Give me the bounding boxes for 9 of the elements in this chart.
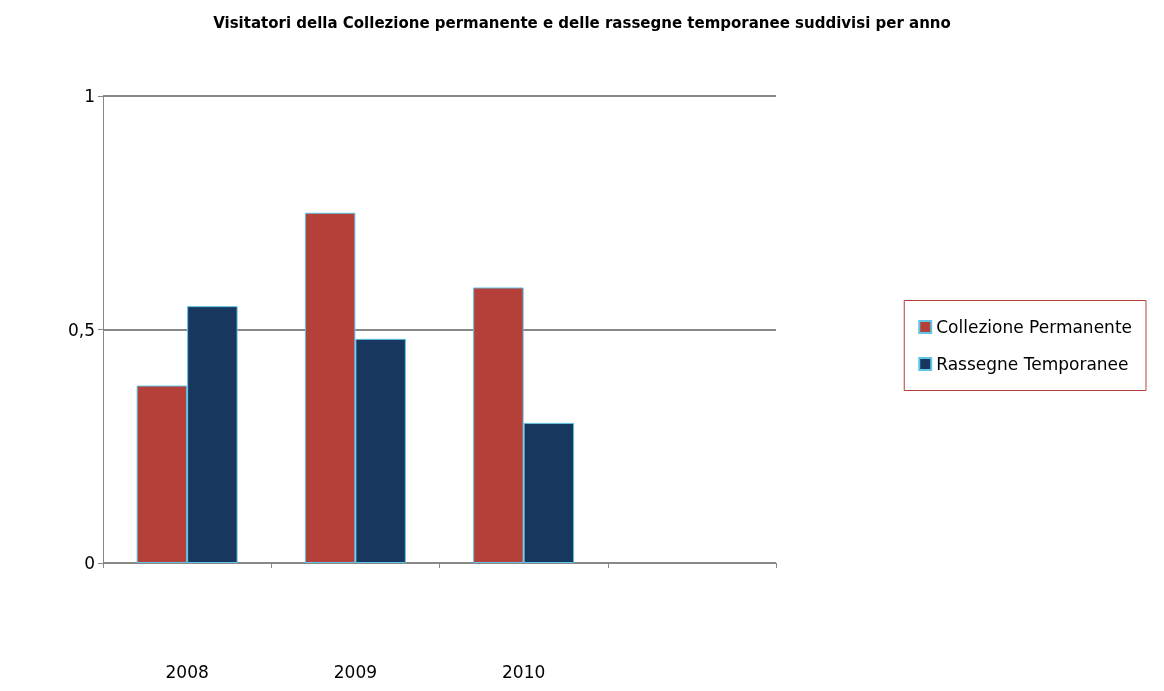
y-tick-label: 0,5	[67, 319, 95, 340]
y-tick-label: 0	[84, 553, 95, 573]
legend-label: Rassegne Temporanee	[936, 354, 1129, 374]
chart-title: Visitatori della Collezione permanente e delle rassegne temporanee suddivisi per anno	[213, 13, 951, 32]
x-tick-label: 2009	[333, 661, 378, 682]
y-tick-label: 1	[84, 86, 95, 106]
x-tick-label: 2008	[165, 661, 209, 682]
x-tick-label: 2010	[501, 661, 546, 682]
legend-label: Collezione Permanente	[936, 317, 1132, 337]
